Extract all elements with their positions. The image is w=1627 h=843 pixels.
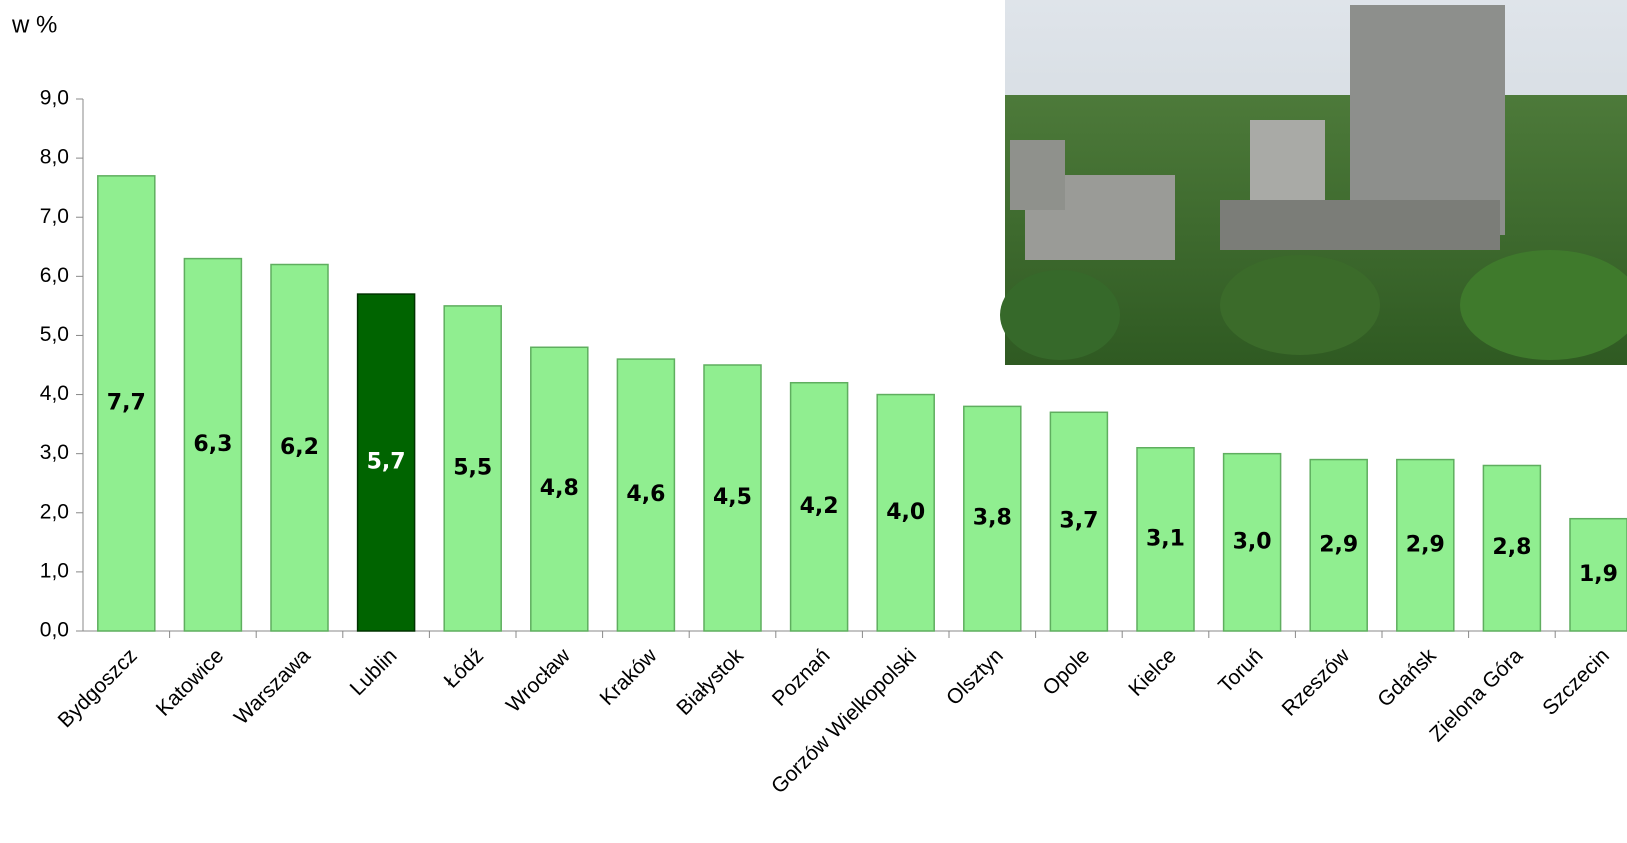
x-tick-label: Warszawa (230, 644, 315, 729)
y-tick-label: 9,0 (40, 87, 69, 110)
value-label: 4,2 (800, 494, 839, 519)
y-tick-label: 7,0 (40, 205, 69, 228)
value-label: 6,3 (193, 432, 232, 457)
value-label: 3,7 (1059, 509, 1098, 534)
y-tick-label: 8,0 (40, 146, 69, 169)
value-label: 6,2 (280, 435, 319, 460)
value-label: 3,1 (1146, 526, 1185, 551)
x-tick-label: Wrocław (502, 644, 576, 718)
bar (1049, 411, 1109, 632)
x-tick-label: Szczecin (1538, 644, 1614, 720)
bar (789, 381, 849, 632)
value-label: 2,9 (1406, 532, 1445, 557)
y-tick-label: 5,0 (40, 323, 69, 346)
y-tick-label: 4,0 (40, 382, 69, 405)
bar (356, 293, 416, 632)
bar (616, 358, 676, 632)
value-label: 3,0 (1233, 529, 1272, 554)
bar (876, 393, 935, 632)
x-tick-label: Zielona Góra (1425, 644, 1527, 746)
x-tick-label: Gdańsk (1373, 644, 1441, 712)
bar (443, 305, 502, 632)
bar (1309, 458, 1368, 632)
bar (1136, 447, 1195, 632)
bar (1482, 464, 1542, 632)
x-tick-label: Olsztyn (942, 644, 1008, 710)
value-label: 3,8 (973, 506, 1012, 531)
bar (270, 263, 329, 632)
x-tick-label: Gorzów Wielkopolski (767, 644, 921, 798)
x-tick-label: Katowice (152, 644, 229, 721)
y-tick-label: 3,0 (40, 441, 69, 464)
x-tick-label: Opole (1038, 644, 1094, 700)
y-axis-label: w % (11, 11, 57, 38)
y-tick-label: 6,0 (40, 264, 69, 287)
y-tick-label: 1,0 (40, 559, 69, 582)
y-tick-label: 2,0 (40, 500, 69, 523)
x-tick-label: Białystok (672, 644, 748, 720)
x-tick-label: Kielce (1124, 644, 1181, 701)
bar (1569, 517, 1627, 632)
value-label: 4,5 (713, 485, 752, 510)
bar (1396, 458, 1455, 632)
x-tick-label: Poznań (768, 644, 835, 711)
value-label: 4,8 (540, 476, 579, 501)
value-label: 7,7 (107, 390, 146, 415)
bar (1222, 452, 1282, 632)
value-label: 1,9 (1579, 562, 1618, 587)
bar (963, 405, 1022, 632)
bar (97, 175, 156, 632)
x-tick-label: Łódź (440, 644, 488, 692)
x-tick-label: Lublin (346, 644, 402, 700)
bar (530, 346, 589, 632)
photo (1000, 0, 1627, 365)
x-tick-label: Rzeszów (1278, 644, 1355, 721)
value-label: 5,5 (453, 455, 492, 480)
value-label: 2,9 (1319, 532, 1358, 557)
x-tick-label: Bydgoszcz (54, 644, 142, 732)
value-label: 5,7 (367, 450, 406, 475)
y-tick-label: 0,0 (40, 619, 69, 642)
x-tick-label: Kraków (596, 644, 662, 710)
value-label: 4,6 (626, 482, 665, 507)
x-tick-label: Toruń (1214, 644, 1267, 697)
value-label: 2,8 (1492, 535, 1531, 560)
bar (703, 364, 762, 632)
bar (183, 257, 243, 632)
value-label: 4,0 (886, 500, 925, 525)
